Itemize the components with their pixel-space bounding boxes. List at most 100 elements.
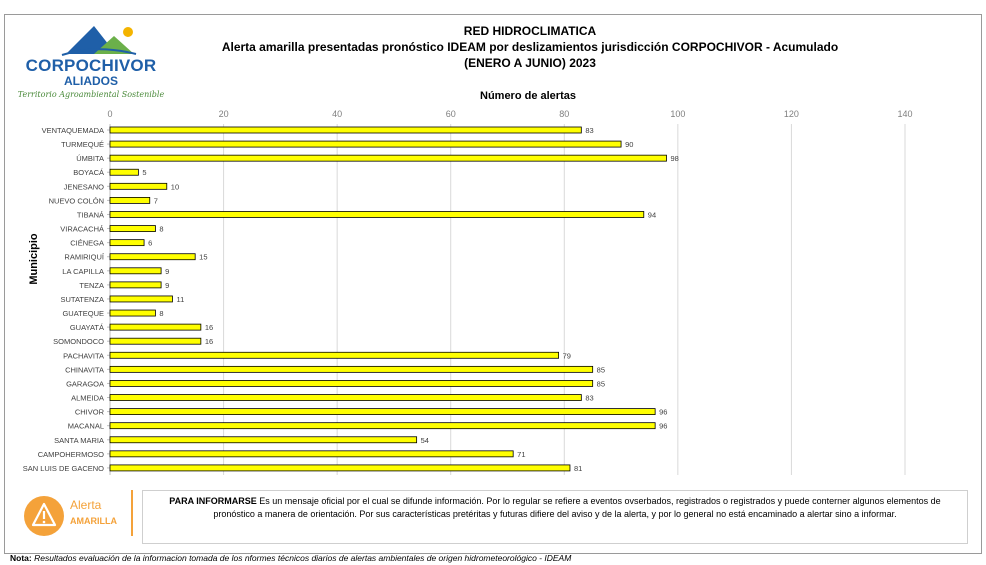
alert-separator	[131, 490, 133, 536]
category-label: CHINAVITA	[65, 365, 104, 374]
info-message-text: Es un mensaje oficial por el cual se dif…	[213, 496, 941, 519]
data-label: 9	[165, 281, 169, 290]
alert-sub: AMARILLA	[70, 516, 117, 526]
data-label: 94	[648, 210, 656, 219]
data-label: 16	[205, 323, 213, 332]
x-tick-label: 140	[897, 109, 912, 119]
x-axis-label: Número de alertas	[480, 90, 576, 102]
alert-amarilla-badge: Alerta AMARILLA	[22, 492, 122, 544]
footnote: Nota: Resultados evaluación de la inform…	[10, 553, 571, 563]
data-label: 16	[205, 337, 213, 346]
logo-aliados: ALIADOS	[64, 74, 118, 88]
category-label: TENZA	[79, 281, 104, 290]
category-label: GUAYATÁ	[70, 323, 104, 332]
logo-tagline: Territorio Agroambiental Sostenible	[17, 90, 165, 99]
category-label: SAN LUIS DE GACENO	[23, 464, 104, 473]
bar	[109, 295, 173, 303]
bar	[109, 126, 582, 134]
bar	[109, 253, 196, 261]
category-label: SANTA MARIA	[54, 436, 104, 445]
category-label: CAMPOHERMOSO	[38, 450, 104, 459]
category-label: LA CAPILLA	[62, 267, 104, 276]
bar	[109, 281, 162, 289]
title-line-2: Alerta amarilla presentadas pronóstico I…	[221, 40, 839, 54]
bar	[109, 394, 582, 401]
category-label: GARAGOA	[66, 379, 104, 388]
footnote-label: Nota:	[10, 553, 32, 563]
x-tick-label: 100	[670, 109, 685, 119]
bar	[109, 450, 514, 458]
data-label: 90	[625, 140, 633, 149]
footnote-text: Resultados evaluación de la informacion …	[31, 553, 572, 563]
data-label: 96	[659, 422, 667, 431]
category-label: BOYACÁ	[73, 168, 104, 177]
category-label: JENESANO	[64, 182, 105, 191]
data-label: 8	[159, 225, 163, 234]
bar	[109, 225, 156, 232]
bar	[109, 464, 571, 472]
info-message-heading: PARA INFORMARSE	[169, 496, 257, 506]
warning-icon	[24, 496, 64, 536]
data-label: 81	[574, 464, 582, 473]
top-border	[0, 0, 986, 4]
bar	[109, 323, 202, 331]
x-tick-label: 0	[107, 109, 112, 119]
data-label: 83	[585, 126, 593, 135]
bar-chart: 0 20 40 60 80 100 120 140 VENTAQUEMADA 83 TURMEQUÉ…	[23, 109, 913, 475]
category-label: VIRACACHÁ	[60, 225, 104, 234]
category-label: ÚMBITA	[76, 154, 104, 163]
bar	[109, 211, 645, 218]
bar	[109, 436, 418, 444]
bar	[109, 239, 145, 247]
info-message-box: PARA INFORMARSE Es un mensaje oficial po…	[142, 490, 968, 544]
data-label: 10	[171, 182, 179, 191]
x-tick-label: 40	[332, 109, 342, 119]
data-label: 5	[142, 168, 146, 177]
bar	[109, 154, 667, 162]
x-tick-label: 20	[219, 109, 229, 119]
data-label: 79	[563, 351, 571, 360]
bar	[109, 380, 594, 387]
category-label: SOMONDOCO	[53, 337, 104, 346]
bar	[109, 168, 139, 176]
data-label: 96	[659, 408, 667, 417]
x-tick-label: 120	[784, 109, 799, 119]
category-label: TIBANÁ	[77, 210, 104, 219]
category-label: RAMIRIQUÍ	[64, 253, 105, 262]
data-label: 85	[597, 379, 605, 388]
chart-frame	[4, 14, 982, 554]
data-label: 71	[517, 450, 525, 459]
data-label: 98	[671, 154, 679, 163]
data-label: 6	[148, 239, 152, 248]
bar	[109, 197, 151, 204]
x-tick-label: 80	[559, 109, 569, 119]
category-label: TURMEQUÉ	[61, 140, 104, 149]
bar	[109, 309, 156, 317]
data-label: 54	[421, 436, 429, 445]
category-label: PACHAVITA	[63, 351, 104, 360]
bar	[109, 140, 622, 148]
data-label: 85	[597, 365, 605, 374]
data-label: 83	[585, 394, 593, 403]
alert-word: Alerta	[70, 498, 102, 512]
bar	[109, 337, 202, 345]
data-label: 15	[199, 253, 207, 262]
bar	[109, 182, 168, 190]
corpochivor-logo: CORPOCHIVOR ALIADOS Territorio Agroambie…	[16, 22, 166, 102]
title-line-3: (ENERO A JUNIO) 2023	[464, 56, 596, 70]
data-label: 9	[165, 267, 169, 276]
mountain-logo-icon	[61, 26, 137, 56]
category-label: CHIVOR	[75, 408, 105, 417]
x-tick-label: 60	[446, 109, 456, 119]
category-label: VENTAQUEMADA	[42, 126, 104, 135]
category-label: SUTATENZA	[61, 295, 104, 304]
data-label: 11	[176, 295, 184, 304]
data-label: 7	[154, 196, 158, 205]
bar	[109, 365, 594, 373]
category-label: ALMEIDA	[71, 394, 104, 403]
category-label: GUATEQUE	[62, 309, 104, 318]
category-label: CIÉNEGA	[70, 239, 104, 248]
title-line-1: RED HIDROCLIMATICA	[463, 24, 597, 38]
bar	[109, 422, 656, 430]
bar	[109, 267, 162, 275]
